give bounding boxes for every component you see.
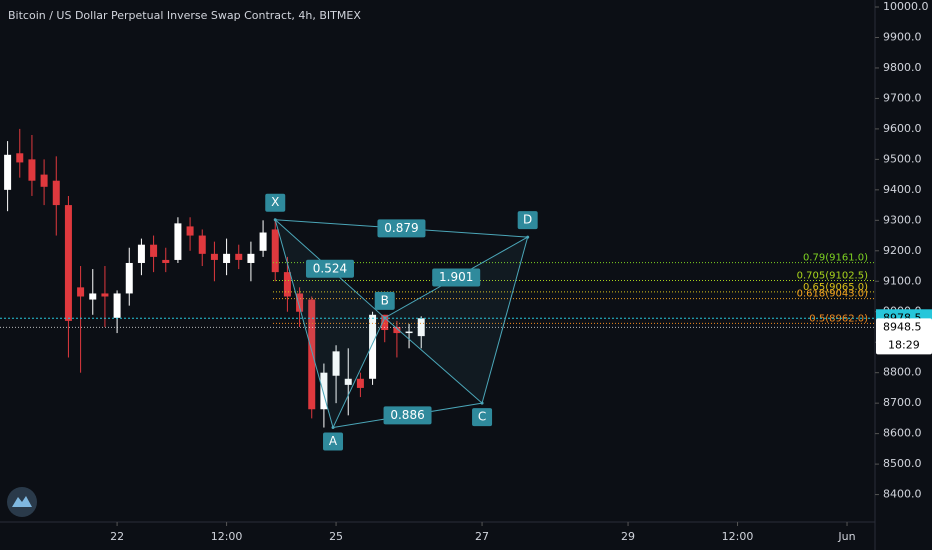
cursor-box	[876, 318, 932, 355]
ratio-label: 0.524	[313, 261, 347, 275]
y-tick-label: 9600.0	[883, 122, 922, 135]
candle-body	[150, 244, 158, 257]
y-tick-label: 9500.0	[883, 152, 922, 165]
pattern-point-label: B	[381, 293, 389, 307]
y-tick-label: 9100.0	[883, 274, 922, 287]
candle-body	[113, 293, 121, 318]
candle-body	[247, 253, 255, 263]
countdown: 18:29	[888, 338, 920, 351]
pattern-point-label: C	[478, 410, 486, 424]
fib-label: 0.65(9065.0)	[803, 282, 868, 293]
y-tick-label: 9400.0	[883, 183, 922, 196]
x-tick-label: 29	[621, 530, 635, 543]
candle-body	[405, 331, 413, 334]
pattern-point	[526, 235, 530, 239]
ratio-label: 1.901	[439, 270, 473, 284]
candle-body	[344, 378, 352, 385]
y-tick-label: 9200.0	[883, 244, 922, 257]
candle-body	[89, 293, 97, 300]
candle-body	[137, 244, 145, 263]
candle-body	[235, 253, 243, 260]
pattern-point-label: X	[271, 195, 279, 209]
harmonic-pattern: X A B C D 0.879 0.524 1.901 0.886	[265, 193, 538, 451]
candle-body	[210, 253, 218, 260]
candle-body	[101, 293, 109, 297]
candle-body	[332, 351, 340, 376]
candle-body	[198, 235, 206, 254]
y-tick-label: 8400.0	[883, 488, 922, 501]
candle-body	[4, 154, 12, 190]
x-tick-label: 27	[475, 530, 489, 543]
y-tick-label: 10000.0	[883, 0, 929, 13]
pattern-point-box	[323, 432, 344, 451]
pattern-point-box	[517, 211, 538, 230]
y-tick-label: 8700.0	[883, 396, 922, 409]
candle-body	[393, 326, 401, 334]
x-tick-label: 22	[110, 530, 124, 543]
pattern-point	[383, 316, 387, 320]
y-tick-label: 9900.0	[883, 30, 922, 43]
candle-body	[356, 378, 364, 388]
pattern-point-box	[374, 291, 395, 310]
candle-body	[28, 159, 36, 181]
plot-area	[4, 128, 875, 428]
candle-body	[125, 262, 133, 294]
candle-body	[162, 259, 170, 263]
y-tick-label: 9800.0	[883, 61, 922, 74]
candle-body	[52, 180, 60, 206]
pattern-point-box	[265, 193, 286, 212]
y-tick-label: 8600.0	[883, 427, 922, 440]
candle-body	[417, 318, 425, 337]
pattern-point	[273, 218, 277, 222]
candle-body	[64, 205, 72, 321]
fib-label: 0.79(9161.0)	[803, 253, 868, 264]
y-tick-label: 9700.0	[883, 91, 922, 104]
x-tick-label: 12:00	[722, 530, 754, 543]
ratio-label: 0.886	[390, 408, 424, 422]
y-tick-label: 9300.0	[883, 213, 922, 226]
pattern-point-label: D	[523, 213, 532, 227]
candle-body	[223, 253, 231, 263]
candle-body	[381, 314, 389, 331]
candle-body	[40, 174, 48, 187]
candle-body	[186, 226, 194, 236]
logo	[7, 487, 37, 517]
pattern-point-box	[472, 408, 493, 427]
candle-body	[77, 287, 85, 297]
candle-body	[308, 299, 316, 410]
pattern-point	[480, 401, 484, 405]
candle-body	[320, 372, 328, 410]
chart-title: Bitcoin / US Dollar Perpetual Inverse Sw…	[8, 9, 361, 22]
candle-body	[271, 229, 279, 273]
fib-label: 0.5(8962.0)	[809, 313, 868, 324]
ratio-label: 0.879	[384, 221, 418, 235]
ratio-box	[305, 259, 354, 278]
ratio-box	[383, 406, 432, 425]
candle-body	[16, 153, 24, 163]
candle-body	[174, 223, 182, 260]
candle-body	[259, 232, 267, 251]
ratio-box	[377, 219, 426, 238]
candle-body	[369, 314, 377, 379]
pattern-point-label: A	[329, 434, 338, 448]
candle-body	[296, 293, 304, 312]
pattern-point	[331, 426, 335, 430]
x-tick-label: 12:00	[211, 530, 243, 543]
ratio-box	[432, 268, 481, 287]
x-tick-label: Jun	[837, 530, 855, 543]
x-tick-label: 25	[329, 530, 343, 543]
fib-label: 0.618(9043.0)	[797, 289, 869, 300]
y-tick-label: 8500.0	[883, 457, 922, 470]
pattern-triangle	[383, 236, 529, 405]
fib-label: 0.705(9102.5)	[797, 271, 869, 282]
y-tick-label: 8800.0	[883, 366, 922, 379]
candle-body	[283, 272, 291, 297]
cursor-label: 8948.5	[883, 320, 922, 333]
